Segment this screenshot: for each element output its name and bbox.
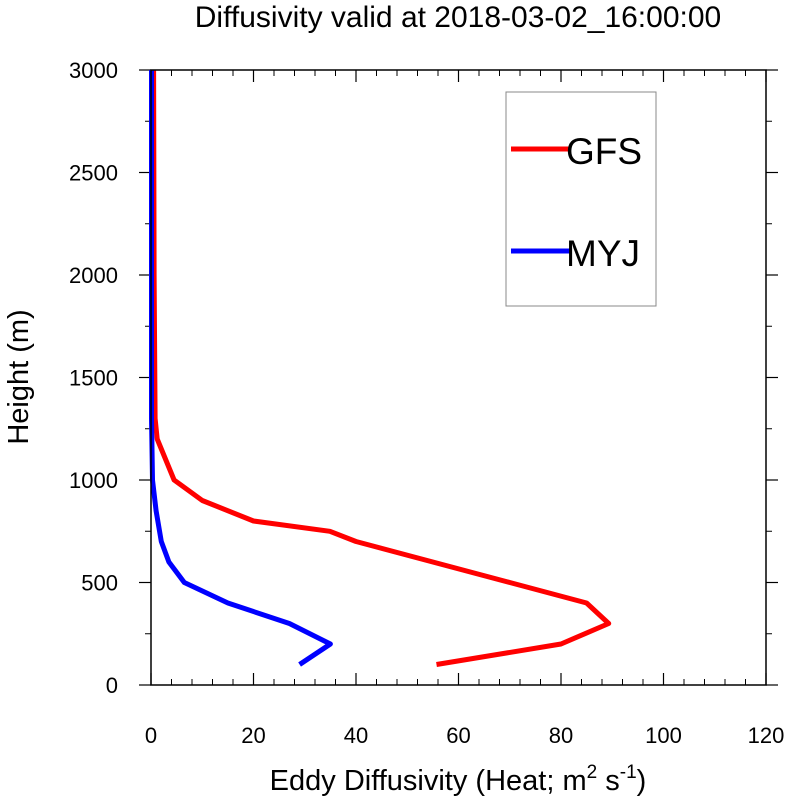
y-tick-label: 3000 [69,58,118,83]
y-tick-label: 2500 [69,161,118,186]
series-line-gfs [151,69,612,667]
tick-labels: 0 20 40 60 80 100 120 0 500 1000 1500 2000 2500 3000 [69,58,784,748]
plot-frame [150,69,767,686]
x-axis-label-suffix: ) [637,765,647,797]
x-tick-label: 0 [145,723,157,748]
x-tick-label: 20 [241,723,265,748]
x-tick-label: 120 [748,723,785,748]
chart-title: Diffusivity valid at 2018-03-02_16:00:00 [195,1,721,34]
x-tick-label: 60 [446,723,470,748]
axis-ticks [139,69,778,686]
x-axis-label-prefix: Eddy Diffusivity (Heat; m [270,765,587,797]
x-axis-label: Eddy Diffusivity (Heat; m2 s-1) [270,762,647,797]
y-tick-label: 1500 [69,366,118,391]
legend-label-myj: MYJ [566,233,640,274]
legend-box [505,91,657,307]
legend: GFS MYJ [505,91,657,307]
y-tick-label: 0 [106,673,118,698]
y-tick-label: 2000 [69,263,118,288]
x-axis-label-mid: s [597,765,620,797]
legend-label-gfs: GFS [566,131,642,172]
x-axis-label-sup1: 2 [587,762,598,783]
series-lines [149,69,612,667]
series-line-myj [149,70,333,667]
x-tick-label: 80 [549,723,573,748]
y-tick-label: 1000 [69,468,118,493]
x-tick-label: 100 [645,723,682,748]
x-axis-label-sup2: -1 [620,762,637,783]
y-tick-label: 500 [81,571,118,596]
y-axis-label: Height (m) [3,309,35,444]
x-tick-label: 40 [344,723,368,748]
